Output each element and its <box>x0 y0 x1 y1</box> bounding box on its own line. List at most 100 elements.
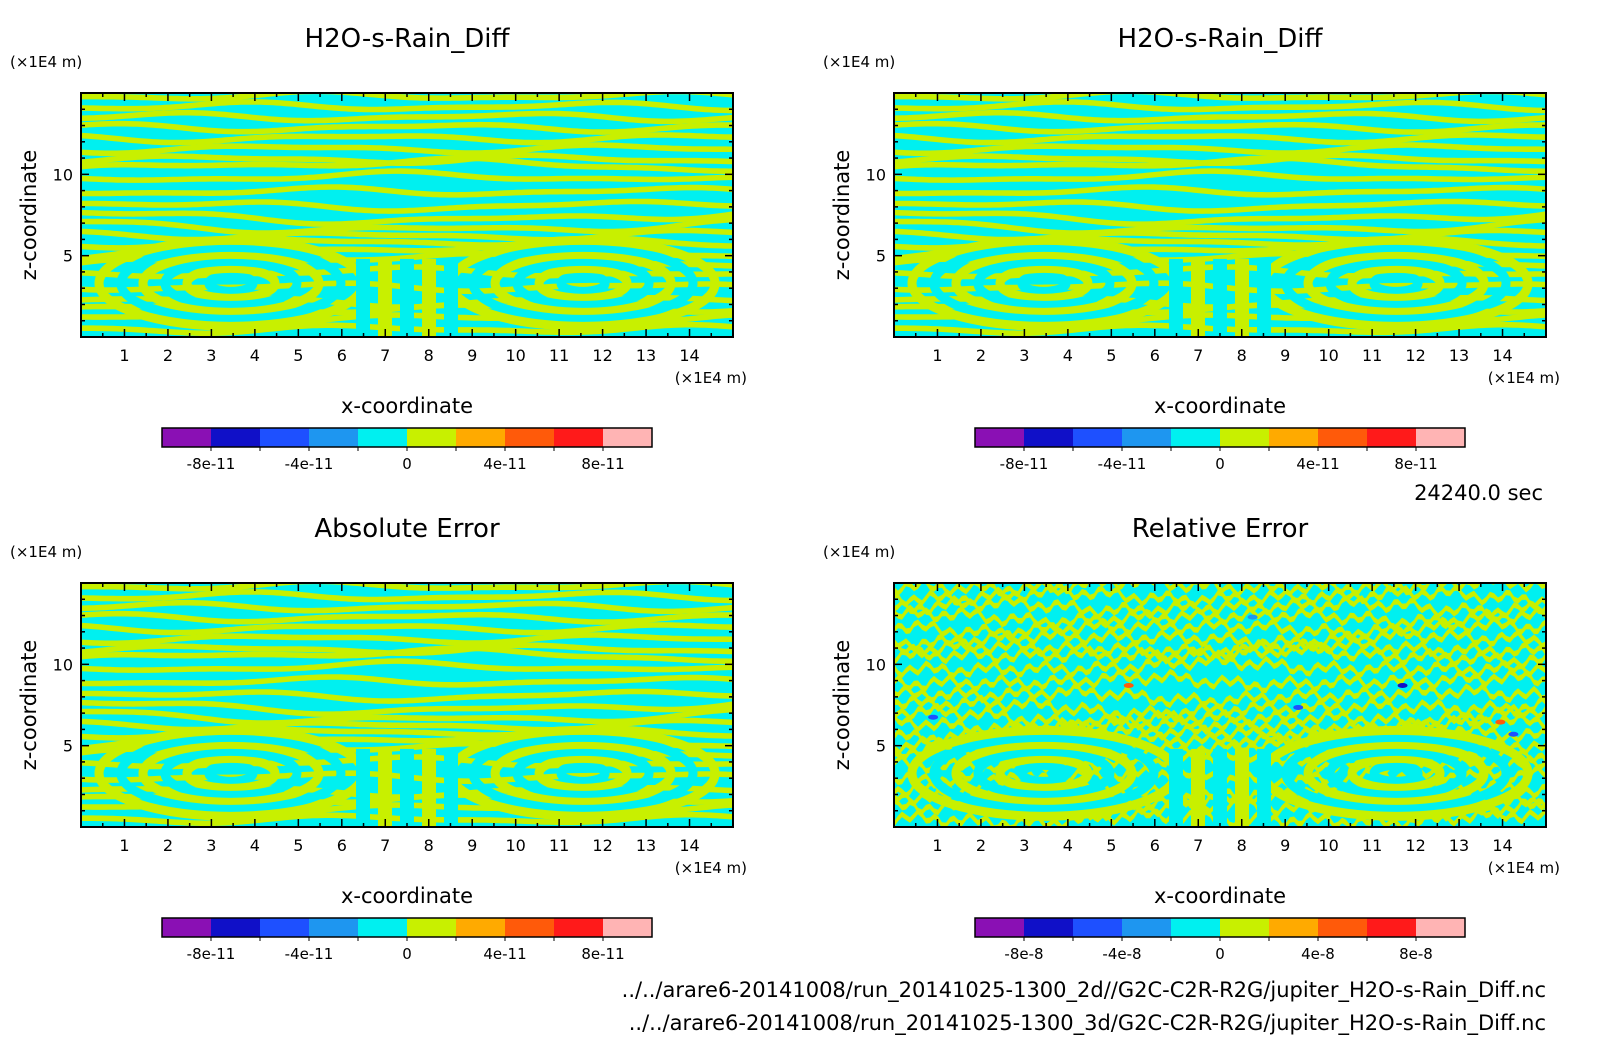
x-tick-label: 7 <box>380 836 390 855</box>
x-tick-label: 14 <box>679 346 699 365</box>
field-band <box>894 651 1546 679</box>
swirl-ring <box>490 739 676 807</box>
panel-title: Absolute Error <box>314 514 500 544</box>
x-tick-label: 14 <box>1492 346 1512 365</box>
colorbar-cell <box>1367 428 1416 447</box>
field-band <box>81 599 733 615</box>
colorbar-cell <box>1073 428 1122 447</box>
swirl-ring <box>160 746 302 800</box>
x-tick-label: 5 <box>293 836 303 855</box>
central-column <box>400 258 414 337</box>
field-band <box>894 668 1546 694</box>
x-tick-label: 3 <box>1019 836 1029 855</box>
x-tick-label: 10 <box>1318 346 1338 365</box>
colorbar-label: 8e-11 <box>1394 455 1437 473</box>
central-column <box>1235 748 1249 827</box>
field-band <box>81 93 733 102</box>
colorbar-cell <box>162 428 211 447</box>
field-band <box>894 152 1546 166</box>
field-band <box>81 155 733 174</box>
swirl-ring <box>1369 270 1423 296</box>
swirl-ring <box>1347 753 1445 793</box>
x-tick-label: 2 <box>163 836 173 855</box>
colorbar-cell <box>1318 918 1367 937</box>
error-spot <box>1397 682 1408 688</box>
colorbar-label: 8e-11 <box>581 455 624 473</box>
field-band <box>81 610 733 625</box>
colorbar-label: 4e-11 <box>483 455 526 473</box>
y-axis-label: z-coordinate <box>830 150 854 281</box>
colorbar-label: -8e-11 <box>187 455 236 473</box>
colorbar-cell <box>975 918 1024 937</box>
field-band <box>894 184 1546 198</box>
field-band <box>894 703 1546 732</box>
colorbar-cell <box>407 918 456 937</box>
colorbar-label: 8e-11 <box>581 945 624 963</box>
central-column <box>1191 748 1205 827</box>
y-tick-label: 5 <box>63 737 73 756</box>
x-tick-label: 13 <box>1449 346 1469 365</box>
field-band <box>81 645 733 664</box>
colorbar-cell <box>1318 428 1367 447</box>
swirl-ring <box>138 739 324 807</box>
x-tick-label: 10 <box>505 836 525 855</box>
swirl-ring <box>512 256 654 310</box>
x-tick-label: 9 <box>1280 346 1290 365</box>
x-tick-label: 2 <box>976 346 986 365</box>
swirl-ring <box>1303 739 1489 807</box>
colorbar-cell <box>211 428 260 447</box>
swirl-ring <box>973 746 1115 800</box>
panel-3 <box>80 582 734 941</box>
colorbar-cell <box>211 918 260 937</box>
field-band <box>894 99 1546 114</box>
field-band <box>894 806 1546 827</box>
colorbar-cell <box>505 428 554 447</box>
y-axis-label: z-coordinate <box>17 150 41 281</box>
colorbar-cell <box>554 918 603 937</box>
x-tick-label: 8 <box>1237 836 1247 855</box>
field-band <box>894 93 1546 102</box>
x-tick-label: 7 <box>1193 346 1203 365</box>
x-tick-label: 6 <box>337 836 347 855</box>
colorbar-cell <box>1416 428 1465 447</box>
central-column <box>422 748 436 827</box>
colorbar-cell <box>603 918 652 937</box>
central-column <box>400 748 414 827</box>
x-tick-label: 7 <box>1193 836 1203 855</box>
colorbar-cell <box>260 428 309 447</box>
x-tick-label: 14 <box>1492 836 1512 855</box>
error-spot <box>928 714 939 720</box>
colorbar-label: -8e-8 <box>1004 945 1043 963</box>
swirl-ring <box>1281 732 1511 814</box>
time-label: 24240.0 sec <box>1414 481 1543 505</box>
swirl-ring <box>1281 242 1511 324</box>
x-tick-label: 1 <box>932 836 942 855</box>
field-band <box>894 132 1546 146</box>
x-tick-label: 2 <box>163 346 173 365</box>
swirl-ring <box>116 732 346 814</box>
field-band <box>81 198 733 214</box>
central-column <box>444 748 458 827</box>
colorbar-cell <box>1367 918 1416 937</box>
x-tick-label: 12 <box>592 346 612 365</box>
colorbar-cell <box>975 428 1024 447</box>
field-band <box>81 658 733 673</box>
swirl-ring <box>1325 746 1467 800</box>
field-pattern <box>81 93 733 337</box>
x-tick-label: 12 <box>1405 836 1425 855</box>
x-tick-label: 4 <box>250 346 260 365</box>
colorbar-cell <box>309 428 358 447</box>
y-tick-label: 10 <box>53 165 73 184</box>
colorbar-cell <box>1416 918 1465 937</box>
x-tick-label: 4 <box>1063 346 1073 365</box>
x-tick-label: 5 <box>1106 346 1116 365</box>
colorbar-label: 0 <box>1215 945 1225 963</box>
field-band <box>894 625 1546 653</box>
error-spot <box>1508 731 1519 737</box>
field-band <box>894 604 1546 632</box>
colorbar-cell <box>407 428 456 447</box>
colorbar-cell <box>1220 918 1269 937</box>
field-band <box>81 583 733 592</box>
colorbar-label: 0 <box>402 945 412 963</box>
